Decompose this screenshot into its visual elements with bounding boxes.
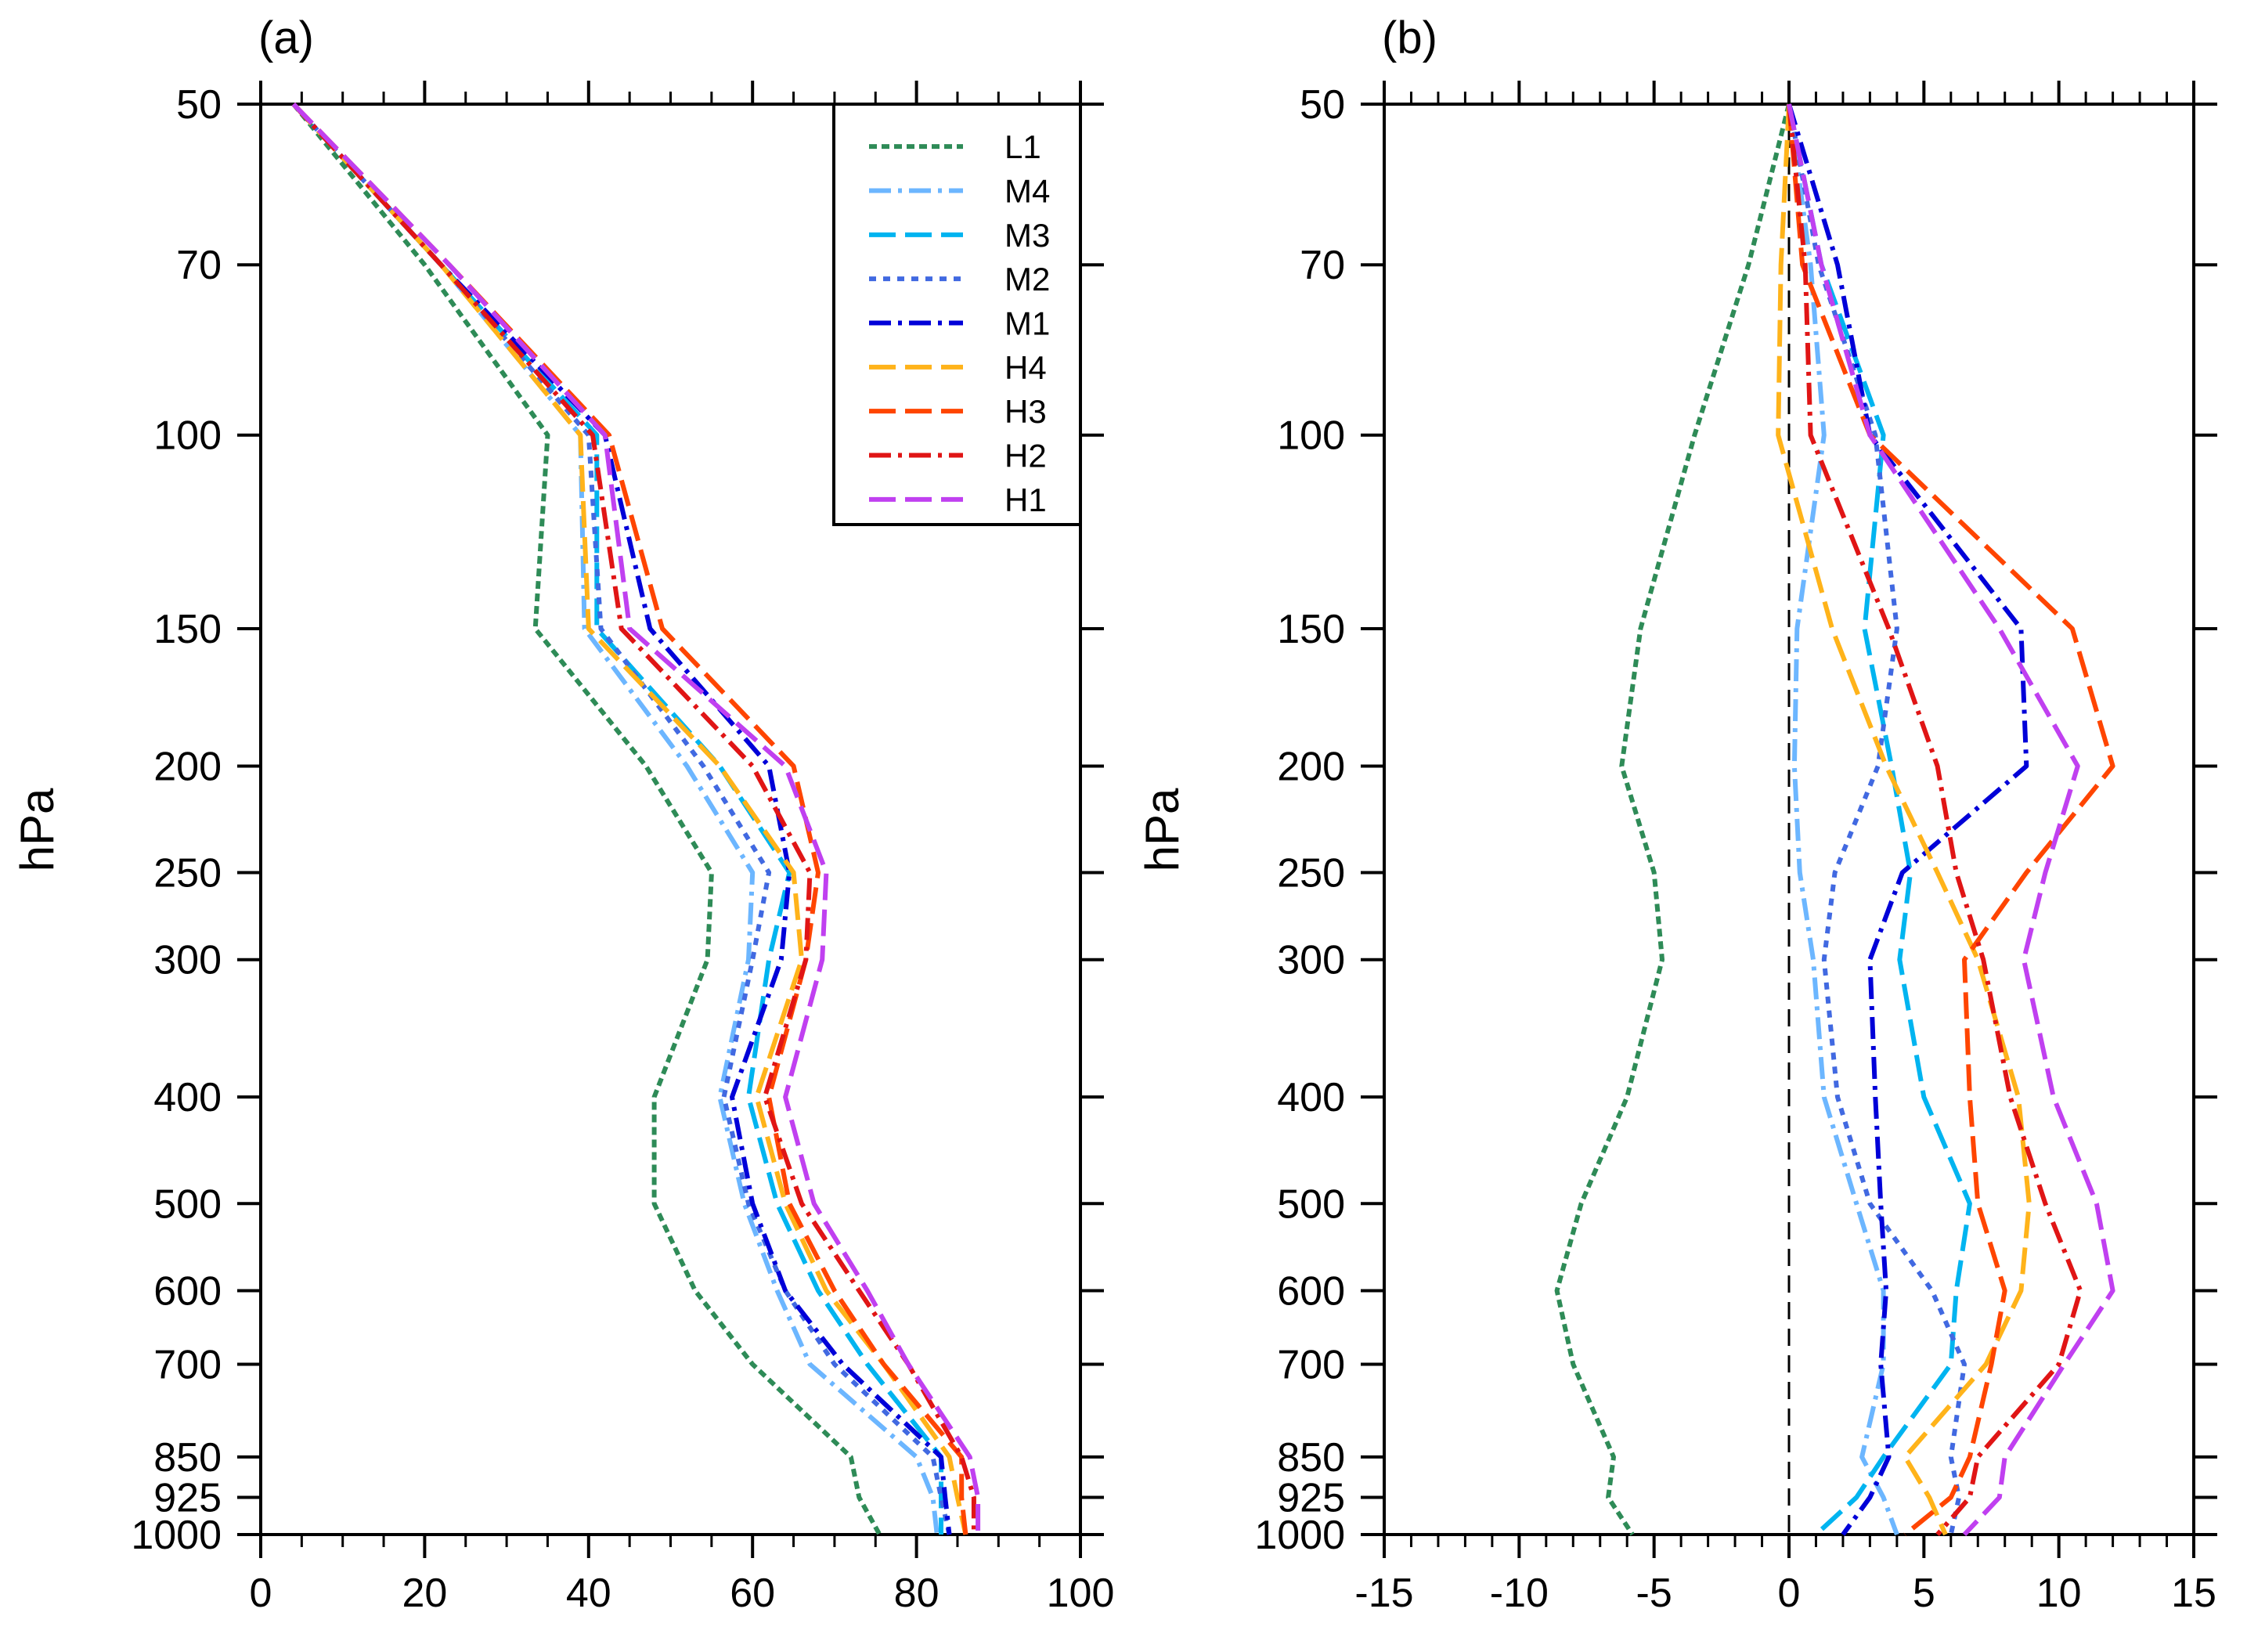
panel-a-x-tick-label: 20 [402,1571,447,1616]
panel-b-x-tick-label: 5 [1913,1571,1935,1616]
panel-b-x-tick-label: -10 [1490,1571,1549,1616]
panel-a-series-m2-line [291,102,952,1535]
panel-b: (b) hPa -15 -10 -5 0 5 10 15 50 70 100 150 200 250 30… [1136,13,2217,1616]
panel-a-series-h1-line [291,102,981,1535]
panel-a-y-tick-label: 300 [153,938,222,983]
panel-a-y-tick-label: 400 [153,1075,222,1120]
legend-label-h4: H4 [1004,349,1047,386]
legend-label-m3: M3 [1004,217,1050,254]
panel-b-plot-area: -15 -10 -5 0 5 10 15 50 70 100 150 200 250 300 400 500 6… [1254,81,2217,1616]
panel-b-y-tick-label: 200 [1277,744,1345,789]
panel-a-series-m3-line [291,102,943,1535]
panel-a-x-tick-label: 80 [894,1571,940,1616]
panel-b-x-tick-label: 10 [2036,1571,2082,1616]
legend-label-h2: H2 [1004,438,1047,474]
panel-b-series-m3-line [1787,103,1972,1537]
panel-b-series-h4-line [1776,103,2032,1536]
panel-a-x-tick-label: 60 [730,1571,775,1616]
panel-b-y-tick-label: 100 [1277,413,1345,459]
panel-a-y-tick-label: 50 [176,82,222,128]
panel-b-y-tick-label: 150 [1277,607,1345,652]
panel-a-x-tick-label: 0 [250,1571,272,1616]
panel-a-y-tick-label: 700 [153,1342,222,1387]
legend: L1 M4 M3 M2 M1 H4 H3 H2 H1 [832,103,1082,526]
panel-b-y-tick-label: 70 [1300,243,1345,288]
panel-a-y-tick-label: 200 [153,744,222,789]
panel-b-x-tick-label: 0 [1778,1571,1801,1616]
panel-a-y-tick-label: 925 [153,1475,222,1520]
panel-a-series-m1-line [291,102,952,1535]
panel-a-y-tick-label: 500 [153,1181,222,1227]
panel-b-y-axis-title: hPa [1136,788,1188,871]
panel-b-y-tick-label: 850 [1277,1435,1345,1481]
panel-b-y-tick-label: 300 [1277,938,1345,983]
panel-b-y-tick-label: 700 [1277,1342,1345,1387]
legend-label-m1: M1 [1004,305,1050,342]
panel-a-series-h4-line [291,102,968,1535]
panel-b-x-tick-label: -5 [1636,1571,1672,1616]
panel-b-y-tick-label: 500 [1277,1181,1345,1227]
panel-b-y-tick-label: 600 [1277,1268,1345,1314]
panel-a: (a) hPa 0 20 40 60 80 100 50 70 100 150 200 250 300 4… [11,13,1114,1616]
panel-a-series-l1-line [291,103,882,1536]
legend-label-m4: M4 [1004,173,1050,210]
panel-b-y-tick-label: 1000 [1254,1513,1345,1558]
panel-b-y-tick-label: 50 [1300,82,1345,128]
panel-a-y-tick-label: 1000 [131,1513,222,1558]
panel-a-y-tick-label: 600 [153,1268,222,1314]
panel-b-label: (b) [1382,13,1437,63]
panel-a-y-tick-label: 850 [153,1435,222,1481]
panel-b-series-m4-line [1787,103,1899,1536]
legend-label-l1: L1 [1004,128,1041,165]
panel-a-y-tick-label: 70 [176,243,222,288]
panel-b-series-h2-line [1787,103,2083,1536]
legend-label-h1: H1 [1004,482,1047,518]
panel-b-series-h3-line [1787,103,2115,1537]
panel-a-x-tick-label: 40 [566,1571,611,1616]
panel-a-series-h2-line [291,102,976,1535]
panel-b-x-tick-label: -15 [1354,1571,1413,1616]
panel-b-series-m2-line [1787,103,1967,1535]
panel-a-y-tick-label: 250 [153,851,222,896]
panel-b-series-m1-line [1787,103,2029,1536]
panel-a-x-tick-label: 100 [1047,1571,1115,1616]
panel-b-x-tick-label: 15 [2171,1571,2216,1616]
panel-a-plot-area: 0 20 40 60 80 100 50 70 100 150 200 250 300 400 500 600… [131,81,1114,1616]
panel-a-y-tick-label: 100 [153,413,222,459]
panel-a-label: (a) [258,13,314,63]
panel-a-y-tick-label: 150 [153,607,222,652]
legend-label-h3: H3 [1004,393,1047,430]
panel-b-series-h1-line [1787,103,2115,1537]
panel-a-y-axis-title: hPa [11,788,63,871]
panel-b-y-tick-label: 250 [1277,851,1345,896]
panel-b-y-tick-label: 925 [1277,1475,1345,1520]
legend-label-m2: M2 [1004,261,1050,298]
panel-a-series-h3-line [291,102,968,1535]
panel-b-y-tick-label: 400 [1277,1075,1345,1120]
panel-b-series-l1-line [1554,103,1791,1536]
